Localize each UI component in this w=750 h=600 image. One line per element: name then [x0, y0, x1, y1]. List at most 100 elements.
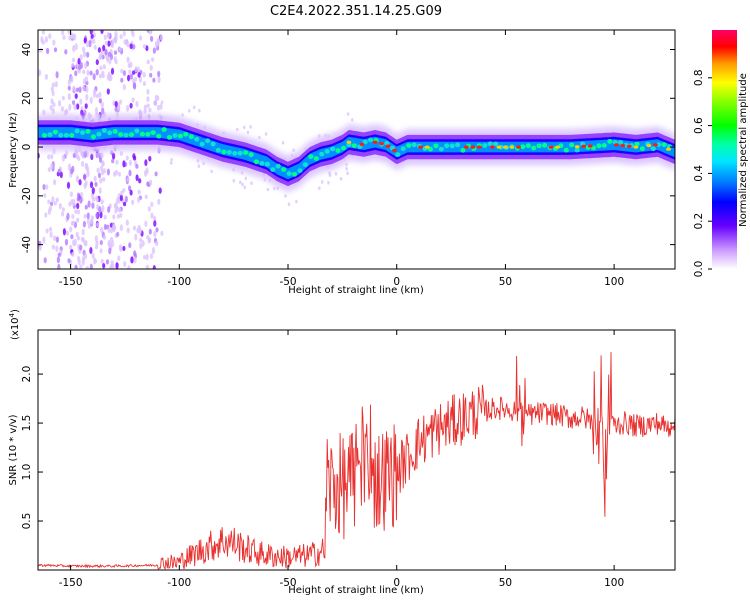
noise-dot: [95, 93, 99, 99]
noise-dot: [51, 82, 55, 88]
ridge-core-dot: [542, 142, 548, 148]
noise-dot: [96, 167, 100, 173]
ridge-core-dot: [139, 131, 145, 137]
ridge-peak-dot: [633, 145, 639, 149]
noise-dot: [44, 73, 49, 80]
noise-dot: [129, 73, 133, 80]
ridge-core-dot: [161, 127, 167, 132]
noise-dot: [133, 256, 137, 264]
ridge-core-dot: [134, 128, 140, 134]
ridge-core-dot: [302, 162, 308, 168]
noise-dot: [146, 103, 150, 108]
noise-dot: [45, 228, 49, 234]
noise-dot: [108, 57, 112, 65]
noise-dot: [99, 65, 103, 71]
noise-dot: [98, 206, 102, 214]
noise-dot: [135, 174, 139, 182]
noise-dot: [51, 196, 55, 203]
noise-dot: [197, 164, 201, 168]
noise-dot: [133, 77, 138, 82]
noise-dot: [76, 209, 81, 215]
noise-dot: [69, 244, 73, 250]
noise-dot: [102, 44, 106, 52]
noise-dot: [95, 59, 99, 66]
noise-dot: [131, 97, 135, 103]
ridge-peak-dot: [516, 145, 521, 149]
noise-dot: [44, 212, 48, 218]
noise-dot: [64, 150, 69, 157]
noise-dot: [100, 258, 104, 264]
noise-dot: [146, 96, 150, 103]
noise-dot: [71, 214, 75, 219]
noise-dot: [66, 181, 71, 189]
noise-dot: [115, 159, 119, 165]
noise-dot: [71, 251, 75, 257]
noise-dot: [145, 264, 149, 269]
noise-dot: [156, 104, 160, 111]
noise-dot: [106, 168, 110, 176]
colorbar-gradient: [712, 30, 737, 269]
snr-y-label: SNR (10 * v/v): [8, 414, 19, 485]
noise-dot: [143, 108, 147, 114]
noise-dot: [264, 132, 268, 136]
noise-dot: [58, 99, 62, 107]
ridge-core-dot: [237, 150, 243, 156]
ridge-core-dot: [210, 141, 216, 147]
ridge-peak-dot: [424, 145, 430, 149]
noise-dot: [158, 187, 162, 194]
noise-dot: [95, 240, 99, 247]
noise-dot: [53, 47, 58, 53]
noise-dot: [107, 239, 111, 248]
noise-dot: [71, 57, 76, 63]
noise-dot: [69, 191, 73, 198]
noise-dot: [287, 202, 291, 206]
noise-dot: [42, 183, 46, 191]
noise-dot: [76, 217, 80, 223]
noise-dot: [345, 162, 348, 167]
svg-text:(x104): (x104): [8, 309, 21, 340]
ridge-core-dot: [319, 151, 325, 157]
noise-dot: [93, 44, 97, 50]
noise-dot: [292, 148, 295, 153]
noise-dot: [89, 96, 93, 104]
noise-dot: [202, 161, 205, 166]
ridge-core-dot: [308, 154, 314, 160]
noise-dot: [82, 50, 87, 58]
ridge-core-dot: [340, 145, 347, 151]
noise-dot: [150, 212, 154, 219]
noise-dot: [243, 185, 247, 190]
noise-dot: [74, 70, 78, 77]
ridge-peak-dot: [574, 145, 580, 149]
noise-dot: [72, 239, 76, 247]
noise-dot: [49, 104, 53, 111]
noise-dot: [107, 71, 111, 78]
ridge-core-dot: [248, 152, 254, 158]
noise-dot: [99, 248, 103, 254]
noise-dot: [91, 253, 95, 259]
noise-dot: [38, 69, 42, 77]
ridge-core-dot: [52, 129, 59, 135]
noise-dot: [128, 69, 132, 75]
noise-dot: [39, 47, 43, 53]
y-tick-label: 40: [21, 43, 33, 56]
ridge-core-dot: [232, 150, 238, 156]
ridge-core-dot: [112, 129, 118, 134]
colorbar-tick-label: 0.0: [693, 261, 705, 278]
noise-dot: [122, 160, 126, 168]
noise-dot: [116, 231, 120, 237]
colorbar-label: Normalized spectral amplitude: [738, 73, 749, 227]
noise-dot: [93, 175, 97, 182]
ridge-core-dot: [118, 132, 124, 137]
ridge-core-dot: [177, 133, 183, 139]
noise-dot: [94, 181, 98, 187]
noise-dot: [77, 57, 81, 65]
noise-dot: [70, 75, 74, 83]
noise-dot: [122, 83, 126, 91]
y-tick-label: -40: [21, 236, 33, 253]
noise-dot: [144, 169, 148, 177]
snr-x-label: Height of straight line (km): [288, 585, 424, 596]
noise-dot: [114, 209, 118, 214]
noise-dot: [145, 253, 149, 261]
noise-dot: [52, 101, 56, 108]
